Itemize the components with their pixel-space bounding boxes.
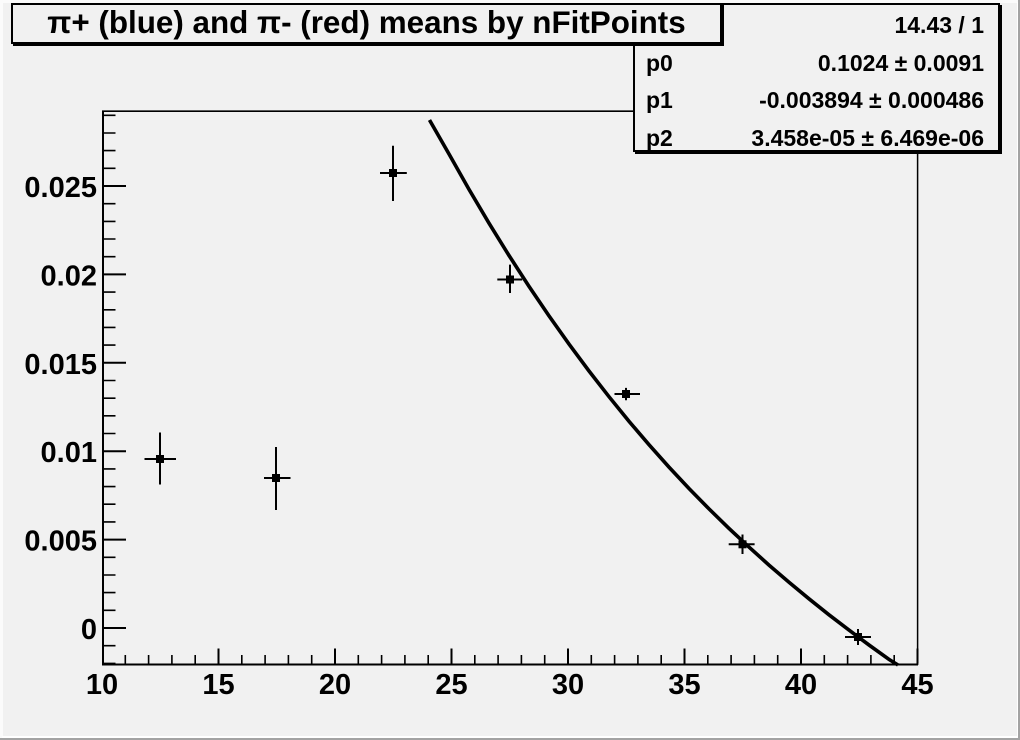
svg-text:35: 35	[668, 669, 700, 701]
svg-text:0: 0	[81, 614, 97, 646]
svg-text:30: 30	[552, 669, 584, 701]
svg-text:20: 20	[319, 669, 351, 701]
svg-text:15: 15	[202, 669, 234, 701]
svg-text:0.025: 0.025	[24, 172, 97, 204]
svg-text:45: 45	[901, 669, 933, 701]
svg-text:0.02: 0.02	[41, 260, 97, 292]
svg-text:25: 25	[435, 669, 467, 701]
svg-text:40: 40	[785, 669, 817, 701]
svg-text:0.01: 0.01	[41, 437, 97, 469]
svg-text:0.015: 0.015	[24, 349, 97, 381]
svg-text:0.005: 0.005	[24, 526, 97, 558]
svg-text:10: 10	[86, 669, 118, 701]
